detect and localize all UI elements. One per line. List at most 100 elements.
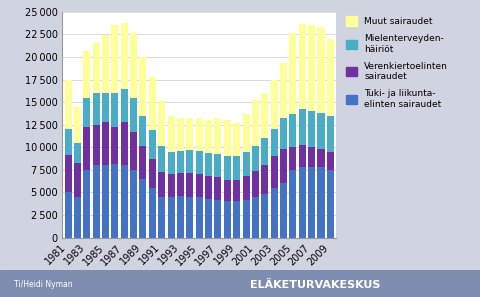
Bar <box>177 151 184 173</box>
Bar <box>308 111 315 147</box>
Bar <box>196 197 203 238</box>
Bar <box>308 147 315 167</box>
Bar <box>102 93 109 122</box>
Text: Ti/Heidi Nyman: Ti/Heidi Nyman <box>14 280 73 290</box>
Bar <box>158 172 165 197</box>
Bar <box>317 149 324 167</box>
Bar <box>205 176 212 199</box>
Bar <box>121 23 128 89</box>
Bar <box>177 196 184 238</box>
Bar <box>252 197 259 238</box>
Bar <box>168 174 175 197</box>
Bar <box>299 109 306 145</box>
Bar <box>261 194 268 238</box>
Bar <box>140 57 146 116</box>
Bar <box>317 167 324 238</box>
Bar <box>280 63 287 118</box>
Bar <box>64 129 72 154</box>
Bar <box>196 151 203 174</box>
Bar <box>271 188 277 238</box>
Bar <box>74 107 81 143</box>
Bar <box>242 114 250 152</box>
Bar <box>168 197 175 238</box>
Bar <box>224 180 231 201</box>
Bar <box>261 138 268 165</box>
Bar <box>224 201 231 238</box>
Bar <box>186 197 193 238</box>
Text: ELÄKETURVAKESKUS: ELÄKETURVAKESKUS <box>250 280 380 290</box>
Bar <box>149 130 156 159</box>
Bar <box>83 170 90 238</box>
Bar <box>64 192 72 238</box>
Bar <box>252 146 259 171</box>
Bar <box>111 127 119 164</box>
Bar <box>186 118 193 150</box>
Bar <box>140 116 146 146</box>
Bar <box>121 89 128 122</box>
Bar <box>130 170 137 238</box>
Bar <box>83 51 90 98</box>
Bar <box>308 26 315 111</box>
Bar <box>149 77 156 130</box>
Bar <box>149 159 156 188</box>
Bar <box>205 120 212 153</box>
Bar <box>289 170 297 238</box>
Bar <box>64 80 72 129</box>
Bar <box>280 149 287 184</box>
Bar <box>215 200 221 238</box>
Bar <box>140 179 146 238</box>
Bar <box>242 152 250 176</box>
Bar <box>327 152 334 170</box>
Bar <box>242 200 250 238</box>
Bar <box>74 143 81 163</box>
Bar <box>327 39 334 116</box>
Bar <box>186 150 193 173</box>
Bar <box>280 118 287 149</box>
Bar <box>299 145 306 167</box>
Bar <box>111 164 119 238</box>
Bar <box>130 98 137 132</box>
Bar <box>158 101 165 146</box>
Bar <box>233 180 240 201</box>
Bar <box>74 163 81 197</box>
Bar <box>93 43 100 93</box>
Bar <box>215 118 221 154</box>
Bar <box>261 93 268 138</box>
Bar <box>121 122 128 165</box>
Bar <box>196 119 203 151</box>
Bar <box>93 165 100 238</box>
Bar <box>233 156 240 180</box>
Bar <box>149 188 156 238</box>
Bar <box>158 197 165 238</box>
Legend: Muut sairaudet, Mielenterveyden-
häiriöt, Verenkiertoelinten
sairaudet, Tuki- ja: Muut sairaudet, Mielenterveyden- häiriöt… <box>346 16 448 109</box>
Bar <box>111 93 119 127</box>
Bar <box>289 147 297 170</box>
Bar <box>168 152 175 174</box>
Bar <box>233 123 240 156</box>
Bar <box>64 154 72 192</box>
Bar <box>233 201 240 238</box>
Bar <box>299 167 306 238</box>
Bar <box>83 127 90 170</box>
Bar <box>130 33 137 98</box>
Bar <box>327 116 334 152</box>
Bar <box>83 98 90 127</box>
Bar <box>317 113 324 149</box>
Bar <box>271 80 277 129</box>
Bar <box>205 153 212 176</box>
Bar <box>242 176 250 200</box>
Bar <box>271 129 277 156</box>
Bar <box>271 156 277 188</box>
Bar <box>289 33 297 114</box>
Bar <box>93 93 100 125</box>
Bar <box>196 174 203 197</box>
Bar <box>102 122 109 165</box>
Bar <box>299 24 306 109</box>
Bar <box>308 167 315 238</box>
Bar <box>327 170 334 238</box>
Bar <box>215 154 221 177</box>
Bar <box>224 156 231 180</box>
Bar <box>177 173 184 196</box>
Bar <box>168 116 175 152</box>
Bar <box>317 27 324 113</box>
